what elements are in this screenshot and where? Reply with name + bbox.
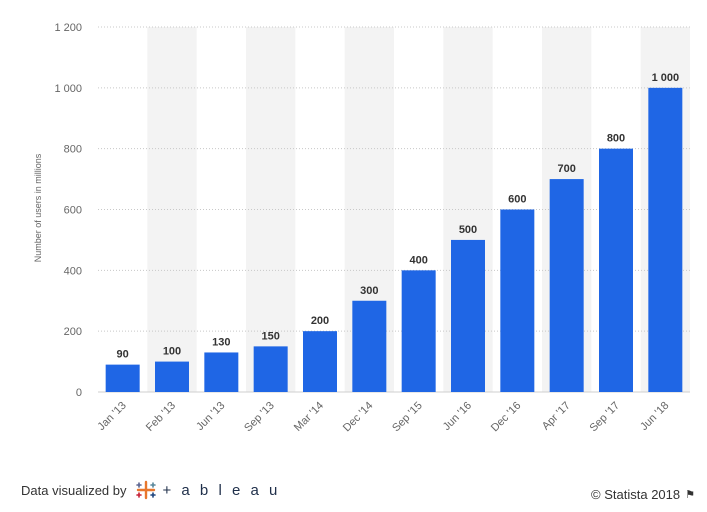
bar [105, 364, 140, 392]
data-label: 300 [360, 285, 378, 297]
data-label: 800 [607, 133, 625, 145]
data-label: 600 [508, 194, 526, 206]
x-tick-label: Jan '13 [95, 400, 128, 433]
data-labels: 90 100 130 150 200 300 400 500 600 700 800 1 000 [117, 72, 680, 361]
y-tick-label: 200 [64, 326, 82, 338]
y-axis-ticks: 0 200 400 600 800 1 000 1 200 [54, 22, 82, 399]
x-axis-ticks: Jan '13 Feb '13 Jun '13 Sep '13 Mar '14 Dec '… [95, 400, 671, 435]
band [147, 27, 197, 392]
bar [599, 148, 633, 392]
data-label: 700 [557, 163, 575, 175]
x-tick-label: Sep '13 [242, 400, 277, 435]
data-label: 400 [409, 254, 427, 266]
x-tick-label: Dec '16 [489, 400, 524, 435]
x-tick-label: Sep '17 [587, 400, 622, 435]
y-tick-label: 0 [76, 387, 82, 399]
x-tick-label: Mar '14 [292, 400, 326, 434]
footer-copyright[interactable]: © Statista 2018 ⚑ [591, 487, 695, 502]
tableau-logo-icon [135, 480, 156, 500]
bar [549, 179, 584, 392]
data-label: 1 000 [652, 72, 680, 84]
bar [204, 352, 239, 392]
y-tick-label: 800 [64, 144, 82, 156]
x-tick-label: Feb '13 [144, 400, 178, 434]
y-tick-label: 600 [64, 205, 82, 217]
x-tick-label: Apr '17 [540, 400, 573, 433]
bars [105, 87, 683, 392]
bar [155, 361, 189, 392]
data-label: 100 [163, 346, 181, 358]
bar [648, 87, 683, 392]
copyright-text: © Statista 2018 [591, 487, 681, 502]
bar [451, 239, 485, 392]
bar [500, 209, 535, 392]
data-label: 90 [117, 349, 129, 361]
x-tick-label: Jun '16 [441, 400, 474, 433]
tableau-wordmark: + a b l e a u [162, 481, 281, 499]
flag-icon: ⚑ [685, 489, 695, 501]
x-tick-label: Dec '14 [341, 400, 376, 435]
y-tick-label: 1 000 [54, 83, 82, 95]
bar [303, 331, 337, 392]
data-label: 150 [261, 330, 279, 342]
x-tick-label: Sep '15 [390, 400, 425, 435]
bar [401, 270, 436, 392]
y-tick-label: 400 [64, 265, 82, 277]
data-label: 500 [459, 224, 477, 236]
footer-left-text: Data visualized by [21, 482, 127, 498]
y-tick-label: 1 200 [54, 22, 82, 34]
data-label: 200 [311, 315, 329, 327]
data-label: 130 [212, 336, 230, 348]
footer-attribution[interactable]: Data visualized by + a b l e a u [21, 478, 280, 502]
x-tick-label: Jun '18 [638, 400, 671, 433]
bar [253, 346, 288, 392]
gridlines [98, 26, 690, 393]
bar-chart: 0 200 400 600 800 1 000 1 200 90 100 130 150 200 30… [33, 22, 690, 435]
x-tick-label: Jun '13 [194, 400, 227, 433]
y-axis-label: Number of users in millions [33, 153, 43, 262]
bar [352, 300, 387, 392]
